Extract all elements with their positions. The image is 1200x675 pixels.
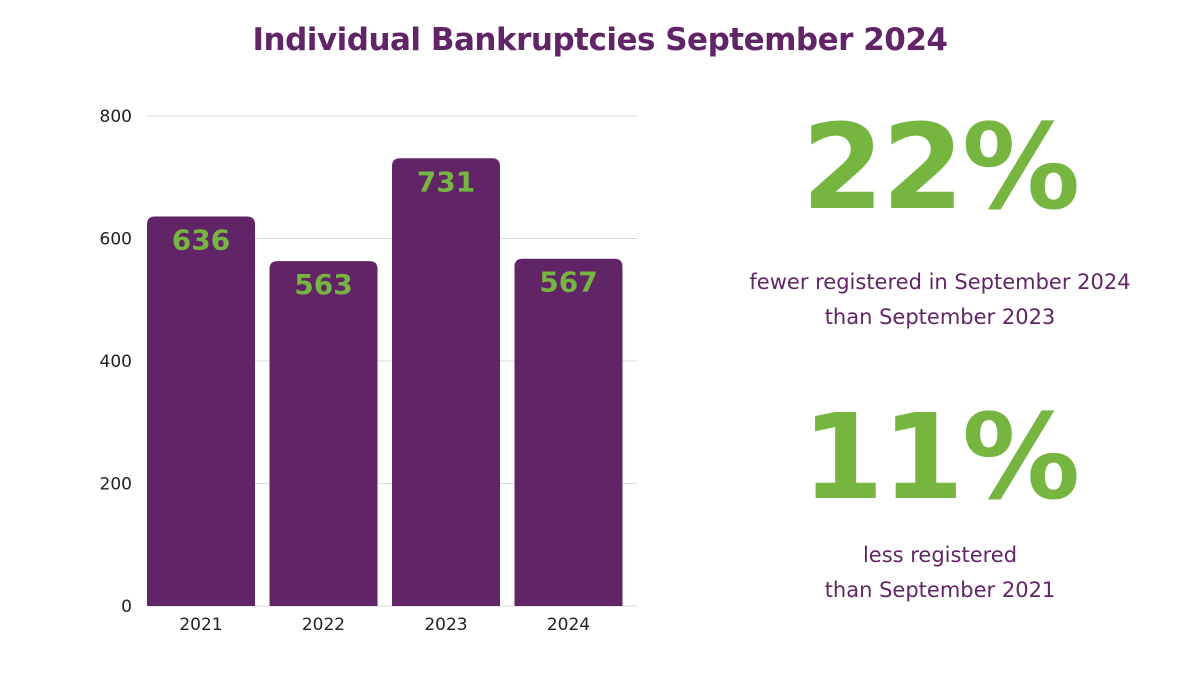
stat-caption-2-line-2: than September 2021	[824, 578, 1056, 602]
data-label-2022: 563	[294, 268, 352, 301]
y-tick-label: 0	[121, 597, 132, 617]
y-tick-label: 200	[100, 475, 132, 495]
stat-caption-2-line-1: less registered	[862, 543, 1018, 567]
bar-2024	[514, 258, 623, 606]
y-tick-label: 800	[100, 107, 132, 127]
x-axis-ticks: 2021 2022 2023 2024	[179, 615, 590, 635]
data-labels: 636 563 731 567	[172, 165, 598, 301]
y-tick-label: 600	[100, 230, 132, 250]
page-title: Individual Bankruptcies September 2024	[252, 22, 948, 58]
data-label-2024: 567	[539, 266, 597, 299]
bars	[147, 158, 623, 606]
bar-2021	[147, 216, 255, 606]
x-tick-label-2022: 2022	[302, 615, 345, 635]
stat-caption-2: less registered than September 2021	[700, 538, 1180, 608]
bar-2023	[392, 158, 500, 606]
x-tick-label-2023: 2023	[424, 615, 467, 635]
data-label-2021: 636	[172, 223, 230, 256]
y-axis-ticks: 0 200 400 600 800	[100, 107, 132, 617]
x-tick-label-2024: 2024	[547, 615, 590, 635]
data-label-2023: 731	[417, 165, 475, 198]
y-tick-label: 400	[100, 352, 132, 372]
x-tick-label-2021: 2021	[179, 615, 222, 635]
stat-caption-1: fewer registered in September 2024 than …	[700, 265, 1180, 335]
bar-2022	[269, 261, 378, 606]
stat-caption-1-line-2: than September 2023	[824, 305, 1056, 329]
stat-value-2: 11%	[801, 388, 1080, 526]
stat-caption-1-line-1: fewer registered in September 2024	[749, 270, 1131, 294]
stat-value-1: 22%	[801, 98, 1080, 236]
